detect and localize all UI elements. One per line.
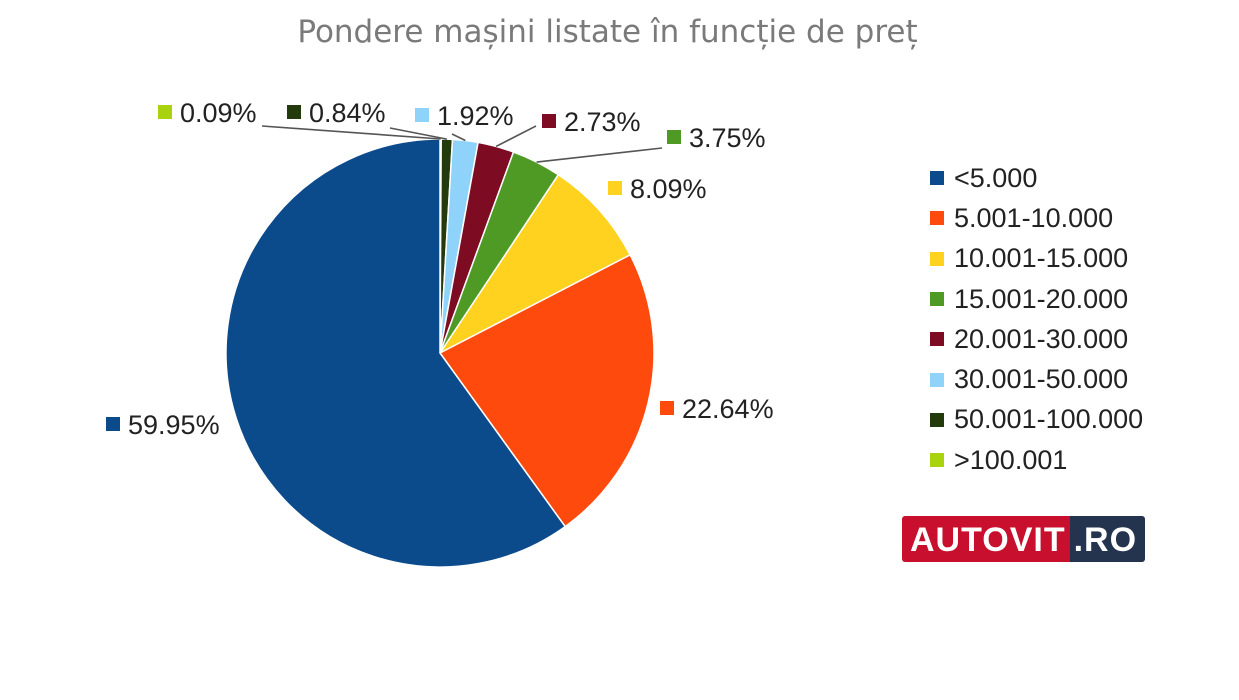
legend-item: 5.001-10.000 [930,198,1143,238]
legend-swatch [930,412,944,427]
chart-title: Pondere mașini listate în funcție de pre… [297,14,918,50]
legend-swatch [930,372,944,387]
pie-slice [437,173,632,355]
pie-slice [438,253,655,528]
data-label-swatch [158,105,172,119]
data-label: 1.92% [437,101,514,131]
logo-text-main: AUTOVIT [902,516,1070,562]
legend-swatch [930,211,944,226]
chart-legend: <5.000 5.001-10.000 10.001-15.000 15.001… [930,158,1143,480]
data-label: 59.95% [128,410,220,440]
legend-item: 15.001-20.000 [930,279,1143,319]
data-label-swatch [415,108,429,122]
data-label-swatch [667,130,681,144]
legend-swatch [930,251,944,266]
data-label: 3.75% [689,123,766,153]
data-label-swatch [542,114,556,128]
leader-line [495,125,537,148]
legend-item: 20.001-30.000 [930,319,1143,359]
legend-item: 10.001-15.000 [930,239,1143,279]
legend-item: >100.001 [930,440,1143,480]
leader-line [389,127,448,140]
legend-label: 20.001-30.000 [954,323,1129,354]
data-label-swatch [608,181,622,195]
legend-item: <5.000 [930,158,1143,198]
legend-item: 30.001-50.000 [930,359,1143,399]
logo-text-tld: .RO [1069,516,1146,562]
data-label: 0.09% [180,98,257,128]
legend-label: 50.001-100.000 [954,404,1144,435]
legend-swatch [930,453,944,468]
data-label: 22.64% [682,394,774,424]
data-label-swatch [660,401,674,415]
legend-swatch [930,171,944,186]
leader-line [536,147,663,163]
legend-swatch [930,292,944,307]
autovit-logo: AUTOVIT .RO [902,516,1146,562]
data-label: 2.73% [564,107,641,137]
data-label-swatch [287,105,301,119]
leader-line [261,125,441,140]
legend-label: 5.001-10.000 [954,202,1114,233]
legend-label: 30.001-50.000 [954,364,1129,395]
pie-slice [225,138,567,568]
legend-label: 15.001-20.000 [954,283,1129,314]
legend-label: 10.001-15.000 [954,243,1129,274]
legend-item: 50.001-100.000 [930,400,1143,440]
legend-label: >100.001 [954,444,1068,475]
data-label-swatch [106,417,120,431]
legend-label: <5.000 [954,162,1038,193]
data-label: 8.09% [630,174,707,204]
leader-line [451,133,466,142]
legend-swatch [930,332,944,347]
data-label: 0.84% [309,98,386,128]
